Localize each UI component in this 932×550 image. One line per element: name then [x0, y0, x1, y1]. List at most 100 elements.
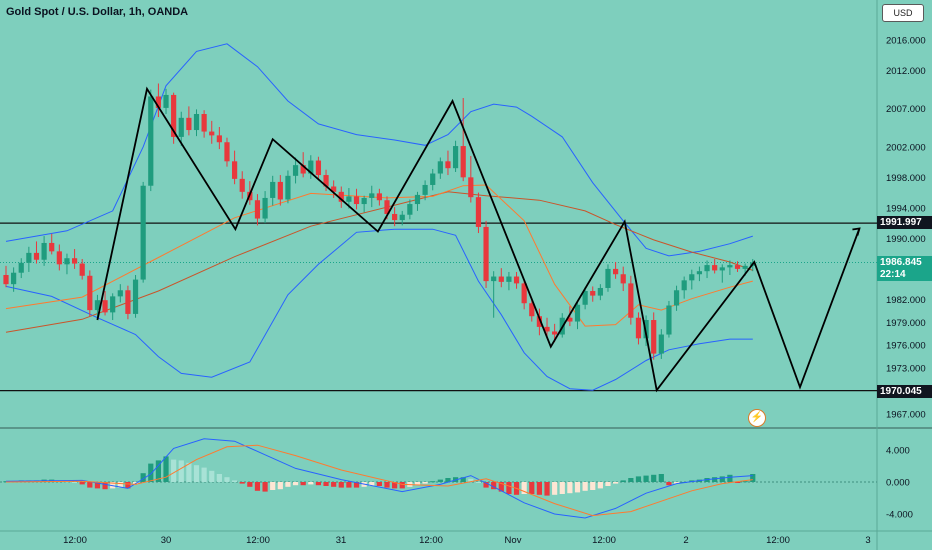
macd-histogram-bar	[422, 482, 428, 484]
candle-body	[498, 276, 504, 282]
candle	[574, 300, 581, 330]
candle-body	[331, 186, 337, 192]
candle-body	[239, 178, 245, 192]
candle	[376, 188, 382, 206]
candle	[186, 106, 192, 136]
macd-histogram-bar	[582, 482, 588, 491]
candle-body	[277, 181, 283, 200]
macd-histogram-bar	[353, 482, 360, 488]
candle	[132, 275, 139, 318]
candle	[11, 267, 17, 292]
candle-body	[452, 146, 459, 169]
macd-histogram-bar	[506, 482, 512, 494]
candle	[666, 300, 672, 338]
candle	[491, 271, 497, 318]
candle	[254, 194, 261, 226]
candle-body	[666, 305, 672, 335]
macd-histogram-bar	[323, 482, 329, 486]
macd-histogram-bar	[308, 482, 314, 485]
macd-histogram-bar	[285, 482, 291, 487]
candle	[407, 199, 413, 220]
candle	[117, 284, 123, 303]
candle-body	[392, 213, 398, 221]
macd-tick-label: 4.000	[886, 446, 910, 457]
candle-body	[635, 317, 642, 339]
price-tick-label: 1976.000	[886, 341, 926, 352]
macd-histogram-bar	[445, 478, 451, 482]
macd-line	[5, 438, 753, 519]
macd-histogram-bar	[430, 481, 436, 483]
candle	[155, 83, 161, 118]
candle	[681, 276, 687, 299]
candle	[422, 180, 428, 201]
price-tick-label: 1998.000	[886, 173, 926, 184]
candle-body	[94, 300, 101, 311]
candle	[513, 271, 520, 289]
candle	[353, 188, 360, 210]
candle	[41, 236, 47, 266]
candle-body	[529, 303, 535, 317]
candle-body	[513, 276, 520, 284]
candle-body	[613, 268, 619, 275]
candle	[689, 269, 695, 290]
macd-histogram-bar	[315, 482, 322, 486]
macd-histogram-bar	[148, 463, 154, 482]
candle	[262, 191, 268, 224]
candle	[597, 284, 603, 301]
time-tick-label: 12:00	[419, 535, 443, 546]
candle-body	[399, 214, 405, 221]
candle-body	[308, 160, 314, 174]
candle	[18, 258, 24, 279]
candle-body	[193, 114, 200, 131]
candle-body	[658, 334, 664, 354]
candle-body	[544, 326, 550, 332]
macd-histogram-bar	[254, 482, 261, 491]
signal-line	[5, 444, 753, 517]
macd-histogram-bar	[79, 482, 85, 485]
macd-histogram-bar	[498, 482, 504, 492]
zigzag-pattern-line	[96, 86, 861, 393]
candle-body	[79, 263, 85, 276]
price-tick-label: 2007.000	[886, 104, 926, 115]
slow-ma-line	[5, 191, 753, 333]
macd-histogram-bar	[719, 476, 725, 482]
macd-histogram-bar	[727, 474, 733, 482]
macd-histogram-bar	[559, 482, 565, 494]
price-tick-label: 1982.000	[886, 295, 926, 306]
macd-histogram-bar	[597, 482, 603, 489]
lightning-icon[interactable]: ⚡	[748, 409, 766, 427]
candle	[369, 185, 375, 208]
candle-body	[673, 290, 680, 306]
candle	[475, 192, 482, 234]
macd-histogram-bar	[605, 482, 611, 486]
candle-body	[422, 184, 428, 195]
candle-body	[49, 242, 55, 252]
macd-histogram-bar	[613, 482, 619, 484]
last-price-tag: 1986.845	[877, 256, 932, 269]
macd-histogram-bar	[491, 482, 497, 490]
candle	[582, 287, 588, 310]
candle	[590, 286, 596, 302]
candle	[140, 181, 146, 283]
macd-histogram-bar	[209, 470, 215, 482]
macd-histogram-bar	[247, 482, 253, 487]
candle	[171, 92, 177, 144]
candle-body	[163, 94, 169, 108]
candle	[292, 157, 299, 184]
macd-histogram-bar	[567, 482, 573, 494]
candle-body	[11, 272, 17, 285]
candle-body	[125, 290, 131, 314]
macd-histogram-bar	[186, 462, 192, 482]
macd-histogram-bar	[163, 456, 169, 482]
candle	[506, 271, 512, 291]
candle-body	[41, 242, 47, 260]
candle-body	[506, 276, 512, 282]
candle-body	[483, 226, 489, 282]
candle	[64, 253, 70, 275]
candle	[178, 111, 184, 147]
candle	[613, 262, 619, 279]
price-tick-label: 1990.000	[886, 234, 926, 245]
currency-button[interactable]: USD	[882, 4, 924, 22]
